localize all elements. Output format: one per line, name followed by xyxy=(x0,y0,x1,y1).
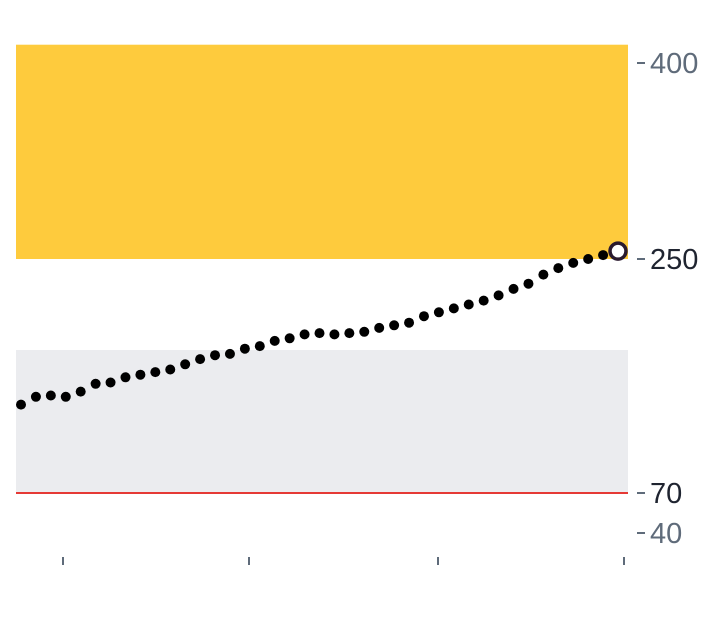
data-point xyxy=(150,367,161,378)
data-point xyxy=(210,350,221,361)
data-point xyxy=(180,359,191,370)
data-point xyxy=(538,269,549,280)
y-tick-label: 400 xyxy=(650,48,698,80)
y-tick-label: 70 xyxy=(650,478,682,510)
data-point xyxy=(478,295,489,306)
data-point xyxy=(195,354,206,365)
data-point xyxy=(448,303,459,314)
data-point xyxy=(90,378,101,389)
data-point xyxy=(105,377,116,388)
data-point xyxy=(344,328,355,339)
data-point xyxy=(508,283,519,294)
data-point xyxy=(418,311,429,322)
data-point xyxy=(598,250,609,261)
data-point xyxy=(135,369,146,380)
last-data-point xyxy=(608,241,628,261)
data-point xyxy=(299,329,310,340)
data-point xyxy=(568,257,579,268)
data-point xyxy=(165,364,176,375)
data-point xyxy=(583,254,594,264)
data-point xyxy=(239,343,250,354)
data-point xyxy=(254,341,265,352)
data-point xyxy=(389,320,400,331)
y-tick-label: 250 xyxy=(650,244,698,276)
data-point xyxy=(404,317,415,328)
y-tick-label: 40 xyxy=(650,518,682,550)
data-point xyxy=(433,307,444,318)
data-point xyxy=(75,386,86,397)
range-band-1 xyxy=(16,350,628,493)
points-layer xyxy=(16,241,628,410)
data-point xyxy=(45,390,56,401)
data-point xyxy=(314,328,325,339)
data-point xyxy=(463,299,474,310)
data-point xyxy=(16,399,26,410)
data-point xyxy=(224,348,235,359)
data-point xyxy=(493,290,504,301)
y-axis: 400 250 70 40 xyxy=(637,48,698,550)
data-point xyxy=(359,326,370,337)
data-point xyxy=(120,372,131,383)
bands-layer xyxy=(16,44,628,493)
data-point xyxy=(269,335,280,346)
data-point xyxy=(374,322,385,333)
data-point xyxy=(284,333,295,344)
data-point xyxy=(30,391,41,402)
data-point xyxy=(329,329,340,340)
range-band-0 xyxy=(16,44,628,259)
data-point xyxy=(523,278,534,289)
x-axis xyxy=(62,557,625,565)
data-point xyxy=(60,391,71,402)
data-point xyxy=(553,263,564,274)
